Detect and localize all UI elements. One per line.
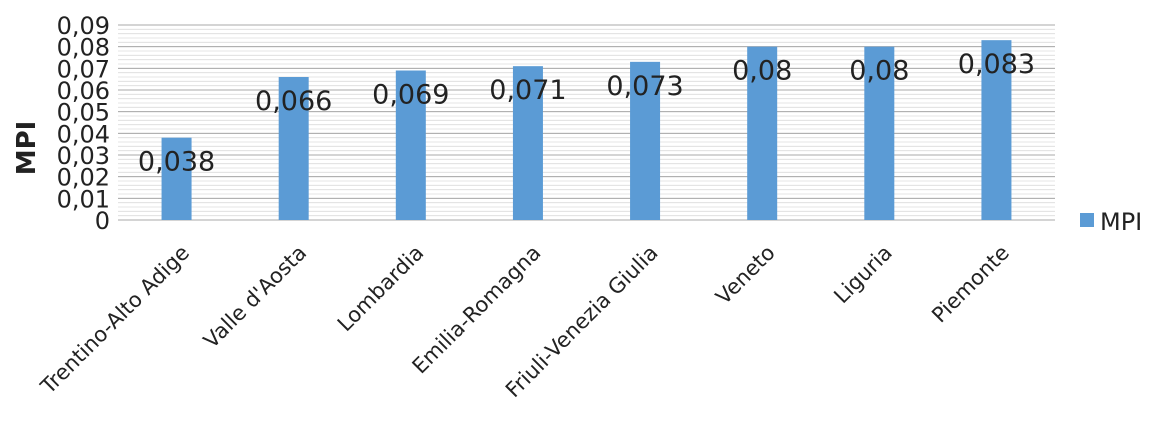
- y-axis-title: MPI: [12, 121, 42, 176]
- data-label: 0,08: [732, 56, 792, 87]
- bar: [981, 40, 1012, 220]
- data-label: 0,038: [138, 147, 215, 178]
- y-tick-label: 0,02: [57, 164, 110, 192]
- x-tick-label: Trentino-Alto Adige: [36, 241, 195, 400]
- data-labels: 0,038 0,066 0,069 0,071 0,073 0,08 0,08 0,083: [138, 49, 1035, 178]
- y-tick-label: 0,07: [57, 55, 110, 83]
- x-tick-label: Lombardia: [333, 241, 429, 337]
- data-label: 0,071: [489, 75, 566, 106]
- data-label: 0,08: [849, 56, 909, 87]
- y-tick-label: 0,08: [57, 34, 110, 62]
- data-label: 0,069: [372, 80, 449, 111]
- legend-swatch: [1080, 213, 1094, 227]
- bar: [864, 46, 895, 220]
- data-label: 0,083: [958, 49, 1035, 80]
- x-tick-label: Emilia-Romagna: [408, 241, 546, 379]
- x-tick-label: Piemonte: [927, 241, 1014, 328]
- bar: [512, 66, 543, 221]
- x-tick-label: Veneto: [711, 241, 780, 310]
- bars: [161, 40, 1012, 221]
- gridlines: [118, 24, 1055, 221]
- y-axis-ticks: 00,010,020,030,040,050,060,070,080,09: [57, 12, 110, 235]
- bar: [395, 70, 426, 220]
- data-label: 0,073: [606, 71, 683, 102]
- y-tick-label: 0,03: [57, 142, 110, 170]
- y-tick-label: 0,06: [57, 77, 110, 105]
- bar: [278, 77, 309, 220]
- y-tick-label: 0,05: [57, 99, 110, 127]
- bar: [161, 137, 192, 220]
- y-tick-label: 0: [95, 207, 110, 235]
- bar: [747, 46, 778, 220]
- legend: MPI: [1080, 208, 1142, 236]
- legend-label: MPI: [1100, 208, 1142, 236]
- y-tick-label: 0,09: [57, 12, 110, 40]
- x-tick-label: Liguria: [829, 241, 897, 309]
- x-axis-categories: Trentino-Alto Adige Valle d'Aosta Lombardi…: [36, 241, 1014, 403]
- data-label: 0,066: [255, 86, 332, 117]
- y-tick-label: 0,04: [57, 120, 110, 148]
- x-tick-label: Valle d'Aosta: [199, 241, 311, 353]
- bar: [630, 61, 661, 221]
- y-tick-label: 0,01: [57, 185, 110, 213]
